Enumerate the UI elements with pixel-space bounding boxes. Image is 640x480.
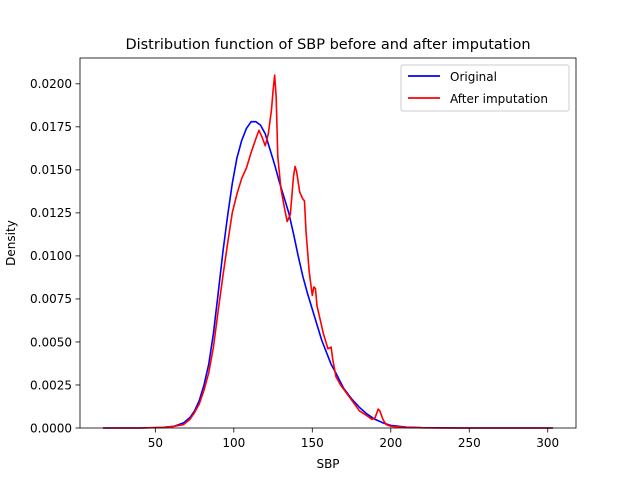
y-tick-label: 0.0100 [30, 249, 72, 263]
x-tick-label: 50 [148, 436, 163, 450]
series-line-after-imputation [102, 74, 554, 429]
legend-box [400, 64, 570, 112]
legend-label-after-imputation: After imputation [450, 92, 548, 106]
y-tick-label: 0.0200 [30, 77, 72, 91]
x-tick-label: 200 [379, 436, 402, 450]
y-tick-label: 0.0025 [30, 378, 72, 392]
y-tick-label: 0.0000 [30, 421, 72, 435]
y-tick-label: 0.0175 [30, 120, 72, 134]
x-tick-label: 100 [222, 436, 245, 450]
y-axis: 0.0000 0.0025 0.0050 0.0075 0.0100 0.0125 0.01… [30, 77, 80, 435]
plot-frame [79, 57, 577, 429]
chart-title: Distribution function of SBP before and … [125, 37, 530, 53]
x-axis: 50 100 150 200 250 300 [148, 428, 559, 450]
y-tick-label: 0.0125 [30, 206, 72, 220]
legend-label-original: Original [450, 70, 497, 84]
plot-background [80, 58, 576, 428]
legend: Original After imputation [400, 64, 570, 112]
x-tick-label: 150 [301, 436, 324, 450]
y-tick-label: 0.0050 [30, 335, 72, 349]
x-tick-label: 250 [458, 436, 481, 450]
x-axis-label: SBP [316, 457, 339, 471]
y-axis-label: Density [4, 220, 18, 266]
series-layer [102, 74, 554, 429]
x-tick-label: 300 [536, 436, 559, 450]
y-tick-label: 0.0150 [30, 163, 72, 177]
y-tick-label: 0.0075 [30, 292, 72, 306]
